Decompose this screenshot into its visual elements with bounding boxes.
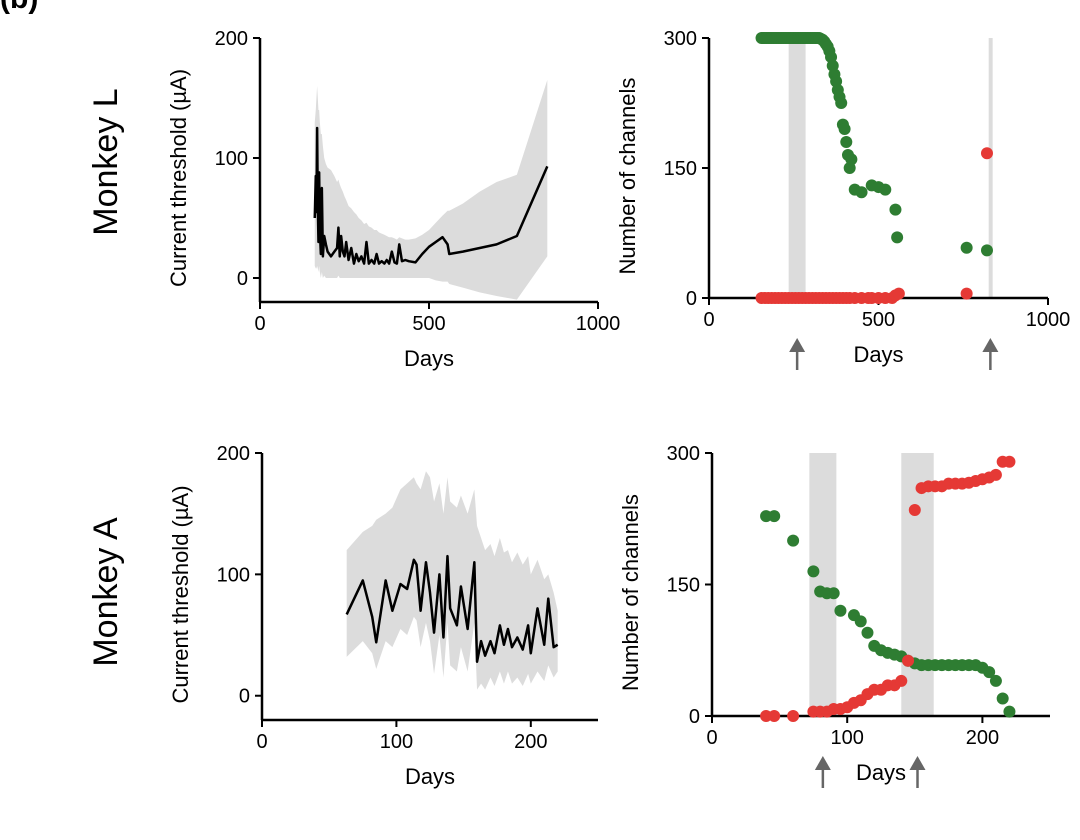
y-tick-label: 100 — [217, 564, 250, 586]
threshold-line — [313, 126, 549, 265]
working-channel-point — [996, 692, 1009, 705]
x-axis-label: Days — [853, 342, 903, 367]
working-channel-point — [834, 604, 847, 617]
x-tick-label: 0 — [703, 309, 714, 331]
x-tick-label: 1000 — [1026, 309, 1071, 331]
working-channel-point — [838, 123, 851, 135]
y-tick-label: 150 — [667, 575, 700, 597]
working-channel-point — [854, 615, 867, 628]
y-tick-label: 0 — [237, 268, 248, 290]
x-tick-label: 0 — [254, 313, 265, 335]
failing-channel-point — [902, 654, 915, 667]
shaded-range — [788, 38, 806, 298]
working-channel-point — [879, 183, 892, 196]
y-tick-label: 150 — [664, 158, 697, 180]
x-axis-label: Days — [405, 764, 455, 789]
shaded-range — [901, 453, 934, 716]
y-tick-label: 0 — [689, 706, 700, 728]
y-axis-label: Current threshold (µA) — [166, 69, 191, 287]
shaded-range — [988, 38, 993, 298]
row-label: Monkey A — [87, 517, 125, 667]
working-channel-point — [835, 97, 848, 109]
working-channel-point — [787, 534, 800, 547]
x-axis-label: Days — [856, 760, 906, 785]
arrow-head — [909, 756, 926, 770]
shaded-range — [809, 453, 837, 716]
x-tick-label: 100 — [831, 727, 864, 749]
row-label: Monkey L — [87, 88, 125, 235]
y-axis-label: Number of channels — [615, 78, 640, 275]
x-tick-label: 0 — [256, 731, 267, 753]
x-tick-label: 500 — [412, 313, 445, 335]
chart-A-channels — [705, 452, 1050, 788]
failing-channel-point — [787, 710, 800, 722]
y-tick-label: 200 — [217, 443, 250, 465]
panel-label: (b) — [0, 0, 38, 16]
working-channel-point — [960, 241, 973, 254]
working-channel-point — [1003, 705, 1016, 718]
working-channel-point — [840, 136, 853, 148]
failing-channel-point — [768, 710, 781, 722]
y-axis-label: Current threshold (µA) — [168, 485, 193, 703]
working-channel-point — [855, 186, 868, 199]
working-channel-point — [989, 674, 1002, 687]
working-channel-point — [980, 244, 993, 257]
working-channel-point — [807, 565, 820, 578]
x-tick-label: 200 — [966, 727, 999, 749]
y-tick-label: 0 — [239, 686, 250, 708]
failing-channel-point — [989, 468, 1002, 481]
working-channel-point — [861, 626, 874, 639]
working-channel-point — [845, 153, 858, 166]
failing-channel-point — [892, 287, 905, 300]
x-tick-label: 500 — [862, 309, 895, 331]
x-tick-label: 100 — [380, 731, 413, 753]
chart-L-channels — [702, 32, 1049, 370]
working-channel-point — [827, 587, 840, 600]
confidence-band — [314, 80, 548, 300]
arrow-head — [789, 338, 806, 352]
chart-L-threshold — [253, 37, 599, 309]
x-tick-label: 200 — [514, 731, 547, 753]
y-axis-label: Number of channels — [618, 494, 643, 691]
failing-channel-point — [1003, 455, 1016, 468]
y-tick-label: 300 — [667, 443, 700, 465]
working-channel-point — [983, 666, 996, 679]
working-channel-point — [889, 203, 902, 216]
threshold-line — [345, 554, 559, 663]
working-channel-point — [891, 231, 904, 244]
failing-channel-point — [980, 147, 993, 160]
failing-channel-point — [895, 674, 908, 687]
x-axis-label: Days — [404, 346, 454, 371]
y-tick-label: 200 — [215, 28, 248, 50]
x-tick-label: 1000 — [576, 313, 621, 335]
y-tick-label: 0 — [686, 288, 697, 310]
confidence-band — [346, 471, 558, 690]
y-tick-label: 300 — [664, 28, 697, 50]
arrow-head — [982, 338, 999, 352]
chart-A-threshold — [255, 452, 598, 727]
arrow-head — [814, 756, 831, 770]
failing-channel-point — [960, 287, 973, 300]
working-channel-point — [768, 510, 781, 523]
failing-channel-point — [908, 503, 921, 516]
x-tick-label: 0 — [706, 727, 717, 749]
y-tick-label: 100 — [215, 148, 248, 170]
